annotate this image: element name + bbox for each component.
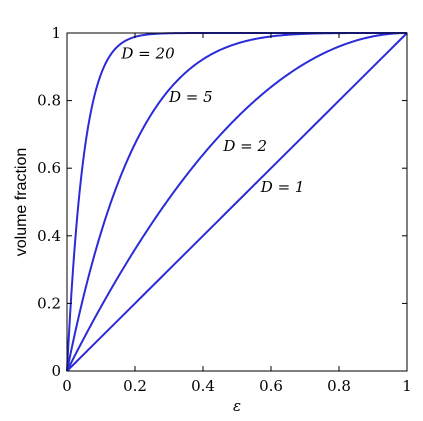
curve-labels: D = 1 D = 2 D = 5 D = 20 — [120, 44, 304, 196]
curve-d-1 — [66, 32, 408, 372]
ticks — [66, 32, 408, 372]
y-tick-label: 0.2 — [37, 294, 61, 312]
y-tick-label: 0.4 — [37, 227, 61, 245]
curves — [66, 32, 408, 372]
x-tick-label: 0.2 — [123, 377, 147, 395]
curve-label-d-2: D = 2 — [222, 137, 267, 155]
curve-label-d-20: D = 20 — [120, 44, 175, 62]
x-tick-label: 0.8 — [327, 377, 351, 395]
curve-label-d-5: D = 5 — [168, 88, 213, 106]
y-tick-label: 0.8 — [37, 92, 61, 110]
x-tick-label: 0.6 — [259, 377, 283, 395]
y-axis-label: volume fraction — [13, 148, 30, 257]
curve-label-d-1: D = 1 — [260, 178, 305, 196]
tick-labels: 0 0.2 0.4 0.6 0.8 1 0 0.2 0.4 0.6 0.8 1 — [37, 24, 412, 395]
x-tick-label: 0 — [62, 377, 72, 395]
y-tick-label: 1 — [51, 24, 61, 42]
y-tick-label: 0.6 — [37, 159, 61, 177]
curve-d-2 — [66, 32, 407, 372]
x-tick-label: 1 — [402, 377, 412, 395]
plot-frame — [66, 32, 408, 372]
x-tick-label: 0.4 — [191, 377, 215, 395]
y-tick-label: 0 — [51, 362, 61, 380]
x-axis-label: ε — [233, 397, 241, 415]
